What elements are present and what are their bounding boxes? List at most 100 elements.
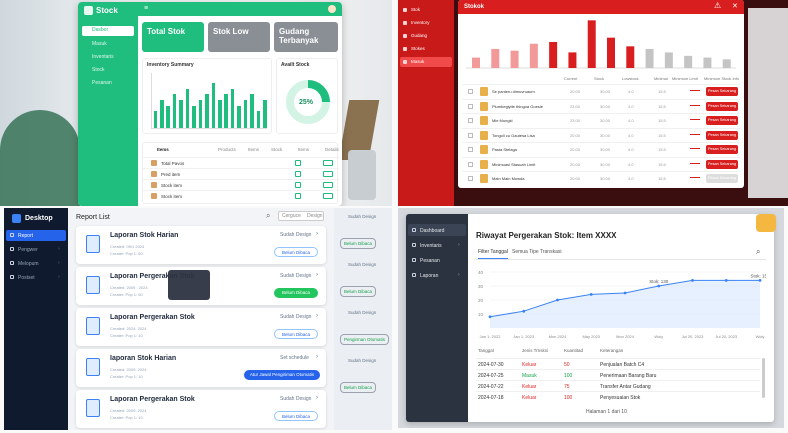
table-row[interactable]: 2024-07-25 Masuk 100 Penerimaan Barang Baru (476, 369, 760, 379)
bar (607, 37, 615, 68)
report-card[interactable]: Laporan Pergerakan Stok Created: 2024: 20… (76, 308, 326, 346)
sidebar-item-report[interactable]: Report (6, 230, 66, 241)
y-tick-label: 40 (478, 270, 484, 275)
pesan-sekarang-button[interactable]: Pesan Sekarang (706, 116, 738, 125)
hand-icon[interactable] (756, 214, 776, 232)
report-creator: Creater: Pop 1: 10 (110, 374, 143, 379)
donut-value: 25% (299, 99, 314, 106)
pesan-sekarang-button[interactable]: Pesan Sekarang (706, 159, 738, 169)
pesan-sekarang-button[interactable]: Pesan Sekarang (706, 101, 738, 111)
action-button[interactable] (323, 171, 333, 177)
report-title: Laporan Stok Harian (110, 232, 179, 239)
table-row[interactable]: Mie Mungki 23.00 30.00 4.0 15.5 Pesan Sekaran… (462, 113, 740, 126)
stok-low-card[interactable]: Stok Low (208, 22, 270, 52)
tab-filter-tanggal[interactable]: Filter Tanggal (478, 250, 508, 259)
table-row[interactable]: Tongoll cu Gautesa Lisa 20.00 30.00 4.0 15.5… (462, 127, 740, 141)
row-checkbox[interactable] (468, 103, 473, 109)
sidebar-item-stokes[interactable]: Stokes (400, 44, 452, 54)
total-stok-card[interactable]: Total Stok (142, 22, 204, 52)
search-input[interactable]: Cerguce Design (278, 211, 324, 221)
pesan-sekarang-button[interactable]: Pesan Sekarang (706, 174, 738, 183)
product-thumbnail (480, 159, 488, 169)
table-row[interactable]: Stock item (143, 179, 339, 189)
column-header: Products (218, 147, 236, 152)
close-icon[interactable]: ✕ (732, 3, 738, 10)
row-checkbox[interactable] (468, 147, 473, 152)
sidebar-item-dashboard[interactable]: Dashboard (408, 224, 466, 236)
stock-value: 15.5 (658, 147, 666, 152)
donut-chart (286, 80, 330, 124)
sidebar-item-inventaris[interactable]: Inventaris (82, 53, 134, 63)
table-row[interactable]: 2024-07-30 Keluar 50 Penjualan Batch C4 (476, 358, 760, 368)
pesan-sekarang-button[interactable]: Pesan Sekarang (706, 130, 738, 140)
search-icon[interactable]: ⌕ (756, 247, 761, 256)
stock-value: 30.00 (600, 147, 611, 152)
sidebar-item-icon (412, 243, 416, 247)
item-thumbnail (151, 160, 157, 166)
bar (549, 42, 558, 68)
sidebar-item-pesanan[interactable]: Pesanan (408, 254, 466, 266)
sidebar-item-stok[interactable]: Stok (400, 5, 452, 15)
avatar[interactable] (328, 5, 336, 13)
sidebar-item-icon (403, 60, 407, 64)
pesan-sekarang-button[interactable]: Pesan Sekarang (706, 145, 738, 154)
sidebar-item-pesanan[interactable]: Pesanan (82, 79, 134, 89)
read-status-button[interactable]: Belum Dibaca (274, 411, 318, 421)
product-thumbnail (480, 116, 488, 125)
sidebar-item-dasbor[interactable]: Dasbor (82, 26, 134, 36)
sidebar-item-masuk[interactable]: Masuk (400, 57, 452, 67)
sidebar-item-postset[interactable]: Postset › (6, 272, 66, 283)
sidebar-item-pengwer[interactable]: Pengwer › (6, 244, 66, 255)
sidebar-item-masuk[interactable]: Masuk (82, 40, 134, 50)
menu-icon[interactable]: ≡ (144, 5, 149, 12)
report-card[interactable]: Iaporan Stok Harian Created: 2009: 2024 Cr… (76, 349, 326, 387)
scrollbar[interactable] (762, 358, 765, 398)
table-row[interactable]: Se panteru dimuvruaum 20.00 30.00 4.0 15.5 Pe… (462, 84, 740, 97)
table-row[interactable]: Stock item (143, 190, 339, 200)
row-qty: 100 (564, 373, 573, 379)
sidebar-item-inventory[interactable]: Inventory (400, 18, 452, 28)
sidebar-item-label: Dashboard (420, 228, 445, 234)
table-row[interactable]: 2024-07-18 Keluar 100 Penyesuaian Stok (476, 391, 760, 401)
read-status-button[interactable]: Atur Jawal Pengiriman Otomatis (244, 370, 320, 380)
column-header: Stock (271, 147, 283, 152)
sidebar-item-gudang[interactable]: Gudang (400, 31, 452, 41)
column-header: Items (298, 147, 310, 152)
pesan-sekarang-button[interactable]: Pesan Sekarang (706, 87, 738, 96)
sidebar-item-melopum[interactable]: Melopum › (6, 258, 66, 269)
row-checkbox[interactable] (468, 89, 473, 94)
row-checkbox[interactable] (468, 176, 473, 181)
table-row[interactable]: Pred item (143, 168, 339, 178)
report-card[interactable]: Laporan Pergerakan Stok Created: 2009: 20… (76, 390, 326, 428)
row-type: Keluar (522, 362, 537, 368)
read-status-button[interactable]: Belum Dibaca (274, 247, 318, 257)
report-creator: Creater: Pop 1: 50 (110, 251, 143, 256)
tab-semua-tipe[interactable]: Semua Tipe Transkasi (512, 249, 562, 255)
action-button[interactable] (323, 193, 333, 199)
table-row[interactable]: Minimuasi Stasuah Limit 20.00 30.00 4.0 15.5… (462, 156, 740, 170)
read-status-button[interactable]: Belum Dibaca (274, 329, 318, 339)
table-row[interactable]: 2024-07-22 Keluar 75 Transfer Antar Gudang (476, 380, 760, 390)
row-checkbox[interactable] (468, 132, 473, 138)
table-row[interactable]: Plumbegiyite thingoa Goesle 23.00 30.00 4.0… (462, 98, 740, 112)
sidebar-item-stock[interactable]: Stock (82, 66, 134, 76)
report-icon (86, 317, 100, 335)
gudang-terbanyak-card[interactable]: Gudang Terbanyak (274, 22, 338, 52)
report-card[interactable]: Laporan Stok Harian Created: 09/1 2024 Cre… (76, 226, 326, 264)
row-note: Penyesuaian Stok (600, 395, 641, 401)
page-title: Riwayat Pergerakan Stok: Item XXXX (476, 231, 617, 240)
table-row[interactable]: Pasta Stelaga 20.00 30.00 4.0 15.5 Pesan Seka… (462, 142, 740, 155)
read-status-button[interactable]: Belum Dibaca (274, 288, 318, 298)
action-button[interactable] (323, 182, 333, 188)
row-checkbox[interactable] (468, 118, 473, 123)
row-checkbox[interactable] (468, 161, 473, 167)
stock-value: 23.00 (570, 118, 581, 123)
table-row[interactable]: Main Main Mowda 20.00 30.00 4.0 15.5 Pesan Se… (462, 171, 740, 184)
action-button[interactable] (323, 160, 333, 166)
inventory-bar-chart (151, 73, 267, 129)
search-icon[interactable]: ⌕ (266, 211, 271, 220)
sidebar-item-label: Pesanan (92, 80, 112, 86)
sidebar-item-inventaris[interactable]: Inventaris › (408, 239, 466, 251)
table-row[interactable]: Total Pavos (143, 157, 339, 167)
sidebar-item-laporan[interactable]: Laporan › (408, 269, 466, 281)
